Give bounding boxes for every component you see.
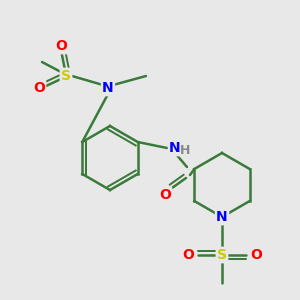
Text: S: S: [61, 69, 71, 83]
Text: N: N: [102, 81, 114, 95]
Text: O: O: [55, 39, 67, 53]
Text: N: N: [216, 210, 228, 224]
Text: N: N: [169, 141, 181, 155]
Text: O: O: [250, 248, 262, 262]
Text: S: S: [217, 248, 227, 262]
Text: O: O: [159, 188, 171, 202]
Text: O: O: [182, 248, 194, 262]
Text: O: O: [33, 81, 45, 95]
Text: H: H: [180, 143, 190, 157]
